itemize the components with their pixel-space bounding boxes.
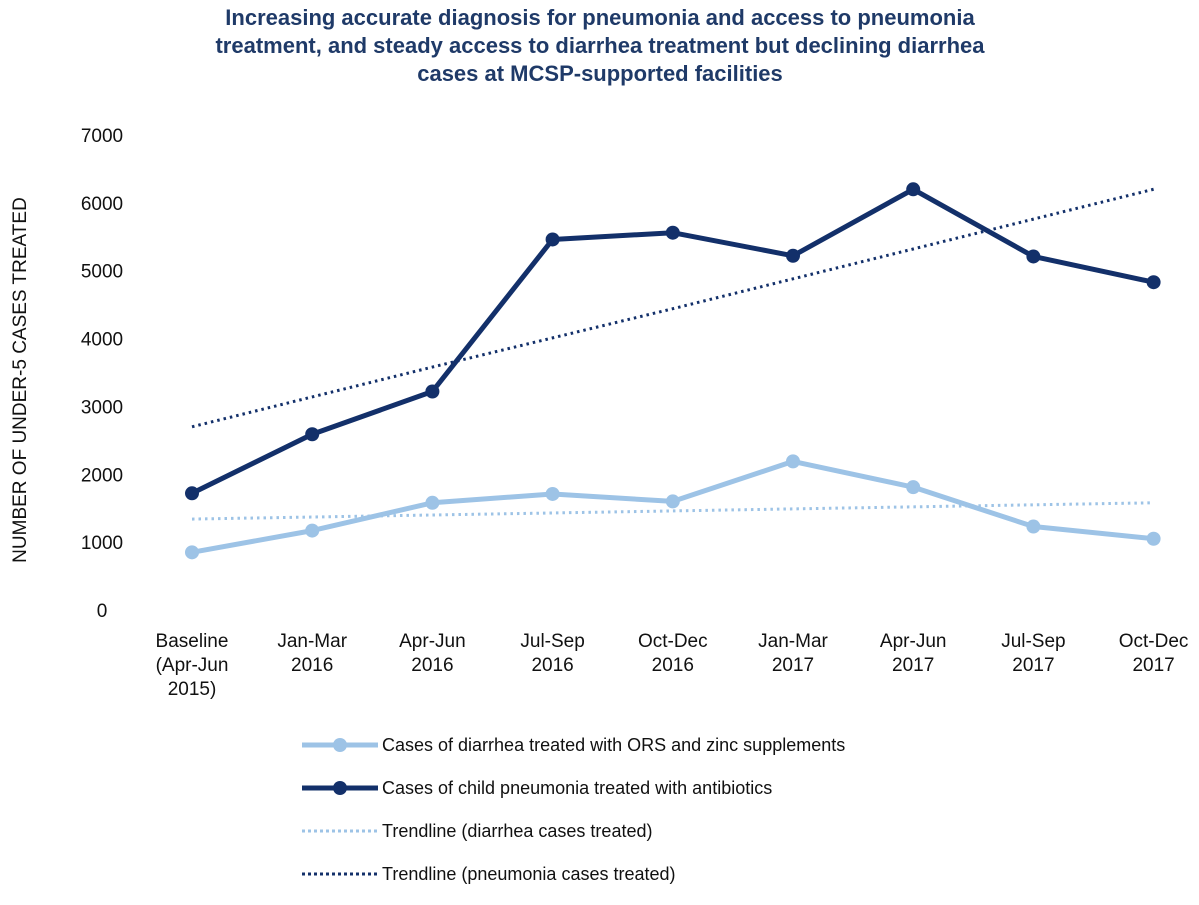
series-line-3 [191, 187, 1154, 429]
legend-swatch-pneumonia-trend [302, 872, 378, 876]
x-tick-label: Apr-Jun 2016 [399, 631, 466, 676]
x-tick-label: Oct-Dec 2016 [638, 631, 708, 676]
data-point-0-4 [665, 494, 680, 509]
series-line-2 [191, 501, 1154, 521]
data-point-1-0 [185, 486, 199, 501]
data-point-1-3 [545, 232, 560, 247]
data-point-0-0 [185, 545, 199, 560]
legend-label-pneumonia: Cases of child pneumonia treated with an… [382, 778, 773, 798]
y-tick-label: 2000 [81, 465, 123, 486]
x-tick-label: Jan-Mar 2016 [277, 631, 347, 676]
data-point-0-5 [786, 454, 800, 469]
y-tick-label: 0 [97, 601, 108, 622]
data-point-1-1 [305, 427, 320, 442]
x-tick-label: Apr-Jun 2017 [880, 631, 947, 676]
data-point-1-8 [1146, 275, 1161, 290]
legend-swatch-diarrhea-trend [302, 829, 378, 833]
data-point-1-6 [906, 182, 921, 197]
data-point-1-5 [786, 248, 800, 263]
chart-title-line-3: cases at MCSP-supported facilities [417, 61, 783, 86]
data-point-1-7 [1026, 249, 1041, 264]
y-tick-label: 3000 [81, 397, 123, 418]
legend-swatch-pneumonia [302, 781, 378, 795]
legend-label-pneumonia-trend: Trendline (pneumonia cases treated) [382, 864, 676, 884]
chart-title-line-2: treatment, and steady access to diarrhea… [215, 33, 985, 58]
data-point-0-8 [1146, 531, 1161, 546]
chart-title-line-1: Increasing accurate diagnosis for pneumo… [225, 5, 975, 30]
y-tick-label: 6000 [81, 194, 123, 215]
y-tick-label: 7000 [81, 126, 123, 147]
data-point-0-6 [906, 480, 921, 495]
data-point-0-3 [545, 486, 560, 501]
y-tick-label: 4000 [81, 330, 123, 351]
legend-label-diarrhea: Cases of diarrhea treated with ORS and z… [382, 735, 846, 755]
data-point-1-2 [425, 384, 440, 399]
line-chart: 0 1000 2000 3000 4000 5000 6000 7000 Baseline (Ap… [81, 126, 1189, 700]
y-tick-label: 5000 [81, 262, 123, 283]
x-tick-label: Oct-Dec 2017 [1119, 631, 1189, 676]
x-tick-label: Baseline (Apr-Jun 2015) [156, 631, 229, 700]
data-point-0-1 [305, 523, 320, 538]
x-tick-label: Jul-Sep 2017 [1001, 631, 1065, 676]
y-tick-label: 1000 [81, 533, 123, 554]
legend-swatch-diarrhea [302, 738, 378, 752]
x-tick-label: Jul-Sep 2016 [520, 631, 584, 676]
x-tick-label: Jan-Mar 2017 [758, 631, 828, 676]
data-point-1-4 [665, 225, 680, 240]
data-point-0-2 [425, 495, 440, 510]
legend-label-diarrhea-trend: Trendline (diarrhea cases treated) [382, 821, 653, 841]
chart-title: Increasing accurate diagnosis for pneumo… [100, 4, 1100, 88]
data-point-0-7 [1026, 519, 1041, 534]
